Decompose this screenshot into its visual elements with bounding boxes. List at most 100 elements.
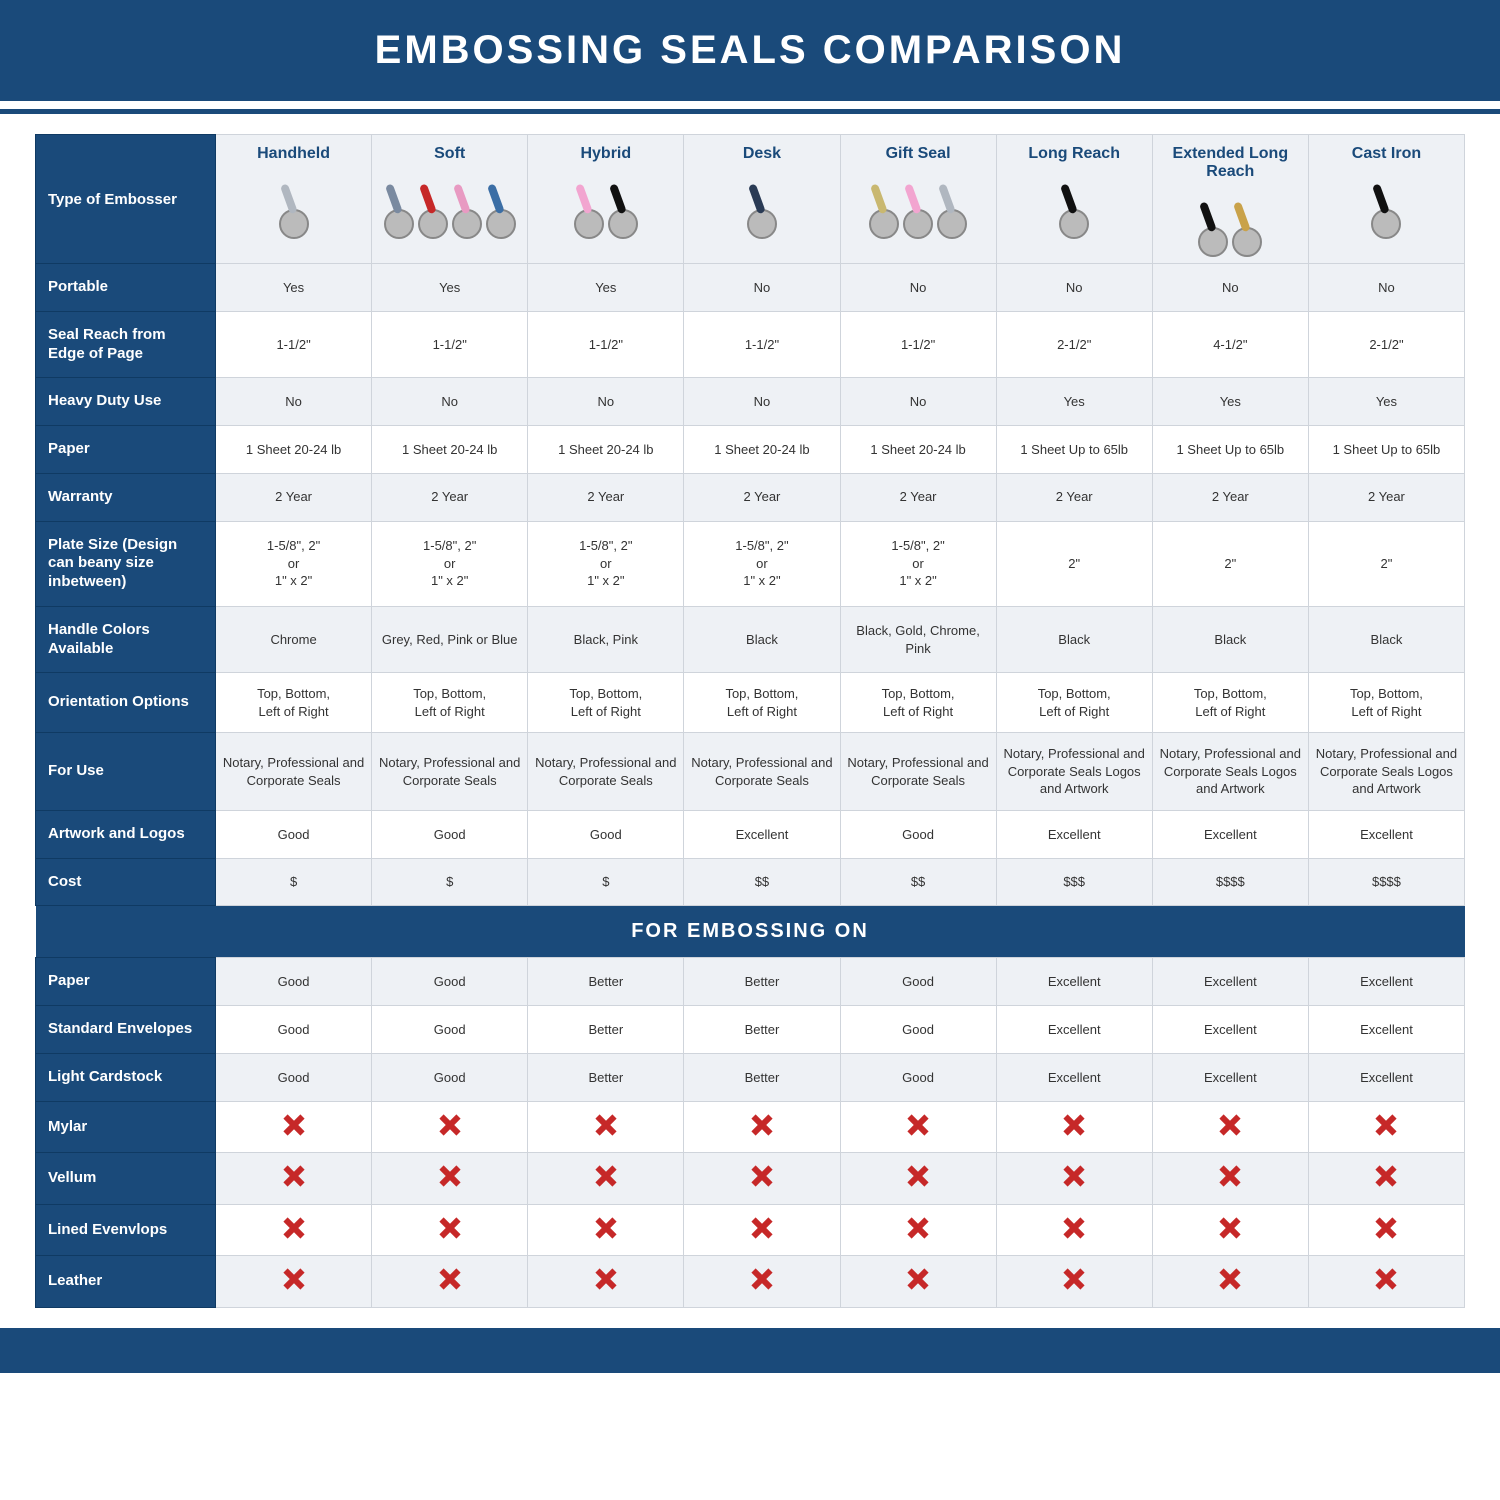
- table-cell: 2": [996, 521, 1152, 606]
- table-cell: Excellent: [1152, 1053, 1308, 1101]
- table-cell: Excellent: [1308, 1006, 1464, 1054]
- table-cell: Black: [1152, 606, 1308, 673]
- table-cell: Notary, Professional and Corporate Seals: [684, 733, 840, 811]
- table-cell: Better: [528, 958, 684, 1006]
- table-cell: No: [372, 378, 528, 426]
- table-cell: [1152, 1204, 1308, 1256]
- table-cell: [528, 1153, 684, 1205]
- table-cell: 1 Sheet 20-24 lb: [372, 426, 528, 474]
- column-label: Hybrid: [532, 145, 679, 163]
- table-cell: 1 Sheet 20-24 lb: [840, 426, 996, 474]
- table-cell: Excellent: [1308, 810, 1464, 858]
- column-label: Cast Iron: [1313, 145, 1460, 163]
- table-cell: No: [684, 378, 840, 426]
- row-header: Orientation Options: [36, 673, 216, 733]
- table-cell: Top, Bottom,Left of Right: [372, 673, 528, 733]
- x-icon: [439, 1114, 461, 1136]
- table-cell: Good: [216, 1053, 372, 1101]
- table-cell: [996, 1256, 1152, 1308]
- table-cell: Black: [1308, 606, 1464, 673]
- table-cell: $$$: [996, 858, 1152, 906]
- table-cell: Good: [216, 1006, 372, 1054]
- table-cell: [1308, 1101, 1464, 1153]
- table-cell: [996, 1204, 1152, 1256]
- x-icon: [1219, 1114, 1241, 1136]
- table-cell: 2-1/2": [1308, 311, 1464, 378]
- column-header: Gift Seal: [840, 135, 996, 264]
- table-cell: Notary, Professional and Corporate Seals: [372, 733, 528, 811]
- table-cell: [1308, 1256, 1464, 1308]
- column-label: Extended Long Reach: [1157, 145, 1304, 181]
- x-icon: [283, 1217, 305, 1239]
- table-cell: 1-5/8", 2"or1" x 2": [216, 521, 372, 606]
- row-header-corner: Type of Embosser: [36, 135, 216, 264]
- table-cell: [216, 1153, 372, 1205]
- table-cell: [1152, 1101, 1308, 1153]
- table-cell: 4-1/2": [1152, 311, 1308, 378]
- table-cell: [840, 1256, 996, 1308]
- table-cell: Yes: [372, 264, 528, 312]
- table-cell: No: [996, 264, 1152, 312]
- x-icon: [751, 1114, 773, 1136]
- table-cell: Chrome: [216, 606, 372, 673]
- x-icon: [1219, 1217, 1241, 1239]
- x-icon: [1375, 1114, 1397, 1136]
- table-cell: Better: [684, 1006, 840, 1054]
- embosser-icon: [688, 169, 835, 239]
- embosser-icon: [532, 169, 679, 239]
- row-header: Artwork and Logos: [36, 810, 216, 858]
- table-cell: Black, Pink: [528, 606, 684, 673]
- row-header: Handle Colors Available: [36, 606, 216, 673]
- row-header: Lined Evenvlops: [36, 1204, 216, 1256]
- row-header: Vellum: [36, 1153, 216, 1205]
- page-title: EMBOSSING SEALS COMPARISON: [0, 0, 1500, 101]
- x-icon: [283, 1268, 305, 1290]
- accent-line: [0, 109, 1500, 114]
- column-header: Soft: [372, 135, 528, 264]
- table-cell: Good: [840, 810, 996, 858]
- table-cell: [372, 1101, 528, 1153]
- table-cell: Better: [528, 1053, 684, 1101]
- column-header: Long Reach: [996, 135, 1152, 264]
- x-icon: [439, 1268, 461, 1290]
- table-cell: Excellent: [996, 1006, 1152, 1054]
- table-cell: Better: [684, 1053, 840, 1101]
- table-cell: $: [372, 858, 528, 906]
- column-header: Extended Long Reach: [1152, 135, 1308, 264]
- table-cell: 1-1/2": [840, 311, 996, 378]
- x-icon: [595, 1217, 617, 1239]
- table-cell: 1 Sheet 20-24 lb: [216, 426, 372, 474]
- table-cell: No: [216, 378, 372, 426]
- x-icon: [1375, 1217, 1397, 1239]
- table-cell: [216, 1204, 372, 1256]
- embosser-icon: [1157, 187, 1304, 257]
- table-cell: Yes: [216, 264, 372, 312]
- table-cell: 1 Sheet 20-24 lb: [684, 426, 840, 474]
- table-cell: 2 Year: [840, 473, 996, 521]
- table-cell: Yes: [1308, 378, 1464, 426]
- table-cell: Good: [840, 1053, 996, 1101]
- table-cell: Excellent: [1152, 958, 1308, 1006]
- x-icon: [595, 1268, 617, 1290]
- table-cell: Excellent: [996, 958, 1152, 1006]
- x-icon: [907, 1217, 929, 1239]
- table-cell: 2": [1308, 521, 1464, 606]
- embosser-icon: [1313, 169, 1460, 239]
- row-header: Standard Envelopes: [36, 1006, 216, 1054]
- column-header: Cast Iron: [1308, 135, 1464, 264]
- x-icon: [283, 1114, 305, 1136]
- table-cell: 2": [1152, 521, 1308, 606]
- row-header: For Use: [36, 733, 216, 811]
- table-cell: Good: [216, 810, 372, 858]
- table-cell: 1 Sheet Up to 65lb: [1308, 426, 1464, 474]
- table-cell: Notary, Professional and Corporate Seals…: [1308, 733, 1464, 811]
- table-cell: $$$$: [1308, 858, 1464, 906]
- column-header: Hybrid: [528, 135, 684, 264]
- x-icon: [1063, 1114, 1085, 1136]
- column-label: Long Reach: [1001, 145, 1148, 163]
- column-label: Gift Seal: [845, 145, 992, 163]
- embosser-icon: [220, 169, 367, 239]
- row-header: Portable: [36, 264, 216, 312]
- table-cell: Excellent: [1308, 958, 1464, 1006]
- x-icon: [907, 1268, 929, 1290]
